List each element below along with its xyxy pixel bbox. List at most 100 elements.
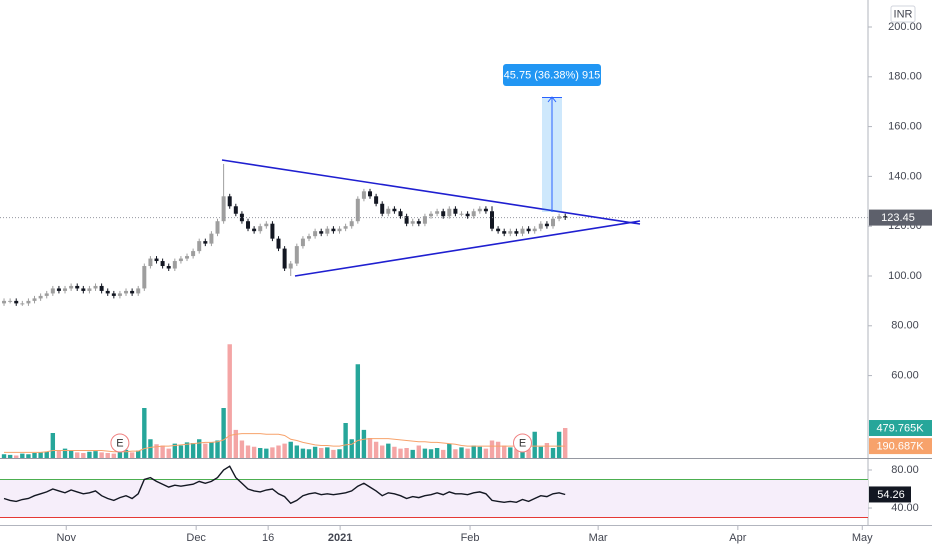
volume-bar bbox=[306, 449, 312, 458]
x-tick-label: Feb bbox=[461, 532, 480, 544]
candle-body bbox=[538, 223, 543, 229]
candle-body bbox=[75, 285, 80, 289]
trend-line-lower[interactable] bbox=[294, 220, 641, 277]
candle-body bbox=[300, 238, 305, 247]
candle-body bbox=[276, 238, 281, 249]
volume-bar bbox=[416, 445, 422, 458]
x-tick-label: 2021 bbox=[328, 532, 352, 544]
volume-bar bbox=[209, 442, 214, 458]
candle-body bbox=[87, 288, 92, 291]
volume-bar bbox=[105, 453, 110, 458]
volume-bar bbox=[99, 452, 104, 458]
candle-body bbox=[239, 213, 244, 222]
candle-body bbox=[374, 196, 379, 204]
last-price-box bbox=[869, 209, 932, 226]
candle-body bbox=[380, 203, 385, 214]
volume-bar bbox=[233, 429, 239, 458]
candle-body bbox=[93, 285, 98, 289]
candle-body bbox=[233, 206, 238, 214]
candle-body bbox=[325, 228, 330, 234]
y-tick-label: 100.00 bbox=[888, 270, 922, 282]
candle-body bbox=[520, 228, 525, 234]
candle-body bbox=[361, 191, 366, 199]
candle-body bbox=[496, 228, 501, 232]
volume-bar bbox=[532, 431, 537, 458]
rsi-value-box bbox=[869, 486, 911, 503]
volume-bar bbox=[404, 448, 409, 458]
candle-body bbox=[288, 263, 293, 269]
volume-bar bbox=[142, 408, 147, 458]
candle-body bbox=[258, 226, 263, 232]
candle-body bbox=[563, 216, 568, 218]
volume-bar bbox=[44, 451, 49, 458]
candle-body bbox=[227, 196, 232, 207]
drawings: 45.75 (36.38%) 915 bbox=[221, 64, 641, 277]
volume-bar bbox=[288, 441, 293, 458]
volume-bar bbox=[62, 448, 68, 458]
candle-body bbox=[404, 216, 409, 224]
candle-body bbox=[355, 198, 360, 222]
x-tick-label: Apr bbox=[729, 532, 746, 544]
volume-bar bbox=[75, 452, 80, 458]
candle-body bbox=[368, 191, 373, 197]
panes: INR bbox=[0, 0, 932, 526]
volume-bar bbox=[410, 449, 415, 458]
x-tick-label: Mar bbox=[589, 532, 608, 544]
candle-body bbox=[490, 211, 495, 229]
volume-bar bbox=[373, 441, 379, 458]
candle-body bbox=[81, 288, 86, 291]
measure-label: 45.75 (36.38%) 915 bbox=[504, 69, 601, 81]
candle-body bbox=[142, 266, 147, 289]
y-tick-label: 180.00 bbox=[888, 71, 922, 83]
volume-bar bbox=[136, 450, 141, 458]
volume-bar bbox=[282, 443, 287, 458]
candle-body bbox=[349, 221, 354, 227]
candle-body bbox=[294, 246, 299, 264]
volume-bar bbox=[7, 454, 13, 458]
volume-bar bbox=[251, 446, 257, 458]
volume-bar bbox=[56, 450, 62, 458]
volume-bar bbox=[465, 448, 470, 458]
volume-bar bbox=[258, 448, 263, 458]
trend-line-upper[interactable] bbox=[221, 159, 641, 225]
volume-bar bbox=[447, 443, 452, 458]
candle-body bbox=[343, 226, 348, 229]
volume-bar bbox=[38, 452, 43, 458]
volume bbox=[1, 344, 568, 458]
candle-body bbox=[172, 261, 177, 269]
currency-badge[interactable] bbox=[890, 5, 916, 23]
volume-bar bbox=[264, 448, 269, 458]
volume-bar bbox=[87, 451, 92, 458]
rsi-line bbox=[3, 465, 566, 505]
volume-bar bbox=[495, 441, 501, 458]
candle-body bbox=[99, 285, 104, 291]
volume-bar bbox=[361, 429, 367, 458]
x-tick-label: Dec bbox=[186, 532, 206, 544]
volume-bar bbox=[26, 454, 31, 458]
axes: 200.00180.00160.00140.00120.00100.0080.0… bbox=[56, 21, 932, 544]
candle-body bbox=[441, 211, 446, 217]
rsi-tick-label: 80.00 bbox=[891, 464, 919, 476]
volume-bar bbox=[337, 449, 342, 458]
measure-label-box bbox=[503, 64, 601, 86]
volume-bar bbox=[197, 439, 202, 458]
volume-ma-label: 190.687K bbox=[876, 440, 924, 452]
candle-body bbox=[453, 208, 458, 214]
y-tick-label: 160.00 bbox=[888, 120, 922, 132]
candle-body bbox=[331, 228, 336, 232]
candle-body bbox=[422, 216, 427, 224]
volume-bar bbox=[50, 433, 56, 458]
volume-bar bbox=[166, 448, 171, 458]
volume-bar bbox=[434, 448, 440, 458]
volume-bar bbox=[550, 448, 556, 458]
candle-body bbox=[270, 223, 275, 239]
candle-body bbox=[557, 216, 562, 219]
candle-body bbox=[2, 300, 7, 304]
candle-body bbox=[252, 228, 257, 232]
volume-bar bbox=[556, 431, 562, 458]
candle-body bbox=[185, 256, 190, 259]
volume-bar bbox=[563, 428, 568, 458]
volume-bar bbox=[441, 449, 446, 458]
volume-bar bbox=[398, 448, 403, 458]
